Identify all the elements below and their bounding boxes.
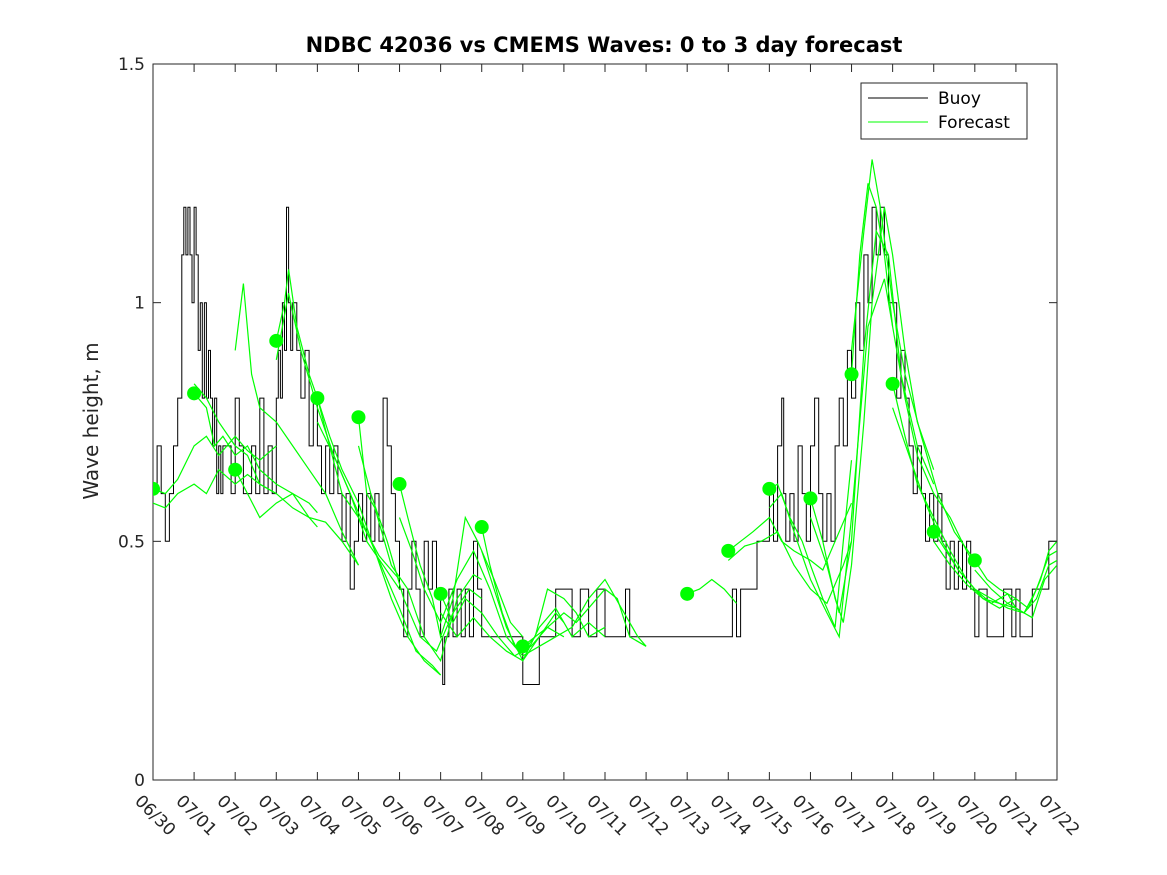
forecast-start-marker [844, 367, 859, 382]
chart-title: NDBC 42036 vs CMEMS Waves: 0 to 3 day fo… [306, 33, 903, 57]
forecast-run-line [316, 421, 442, 676]
forecast-start-marker [392, 477, 407, 492]
forecast-start-marker [721, 543, 736, 558]
forecast-run-line [850, 159, 976, 561]
forecast-run-line [234, 469, 359, 566]
forecast-start-marker [433, 586, 448, 601]
forecast-run-line [850, 183, 976, 566]
forecast-run-line [809, 229, 935, 614]
forecast-run-line [522, 578, 647, 657]
forecast-start-marker [515, 639, 530, 654]
forecast-run-line [193, 393, 318, 514]
y-tick-label: 1 [134, 294, 145, 314]
y-axis-label: Wave height, m [79, 342, 103, 499]
forecast-start-marker [803, 491, 818, 506]
forecast-start-marker [885, 376, 900, 391]
forecast-run-line [440, 611, 565, 662]
forecast-run-line [727, 502, 853, 571]
forecast-run-line [398, 517, 524, 657]
forecast-run-line [686, 578, 737, 604]
forecast-run-line [153, 435, 277, 495]
forecast-start-marker [926, 524, 941, 539]
forecast-start-marker [967, 553, 982, 568]
forecast-run-line [481, 550, 606, 663]
forecast-run-line [933, 540, 1057, 619]
forecast-start-marker [680, 586, 695, 601]
forecast-start-marker [187, 386, 202, 401]
forecast-run-line [193, 383, 318, 528]
forecast-run-line [892, 383, 1017, 609]
forecast-start-marker [228, 462, 243, 477]
forecast-run-line [357, 417, 483, 663]
forecast-start-marker [269, 333, 284, 348]
legend-buoy-label: Buoy [938, 89, 981, 109]
forecast-run-line [398, 483, 524, 640]
y-tick-label: 0 [134, 771, 145, 791]
forecast-start-marker [474, 520, 489, 535]
forecast-run-line [234, 283, 360, 566]
axes-box [152, 63, 1058, 781]
legend-forecast-label: Forecast [938, 113, 1010, 133]
forecast-run-line [974, 559, 1057, 614]
forecast-start-marker [153, 481, 160, 496]
forecast-start-marker [310, 391, 325, 406]
forecast-run-line [522, 588, 647, 647]
series-layer [153, 159, 1057, 685]
legend: Buoy Forecast [860, 82, 1028, 140]
forecast-run-line [153, 468, 277, 509]
forecast-run-line [727, 530, 853, 605]
y-tick-label: 0.5 [118, 532, 145, 552]
forecast-run-line [357, 445, 483, 653]
plot-area: 06/3007/0107/0207/0307/0407/0507/0607/07… [118, 55, 1083, 840]
forecast-start-marker [351, 410, 366, 425]
forecast-run-line [974, 540, 1057, 610]
legend-box [860, 82, 1028, 140]
y-tick-label: 1.5 [118, 55, 145, 75]
forecast-start-marker [762, 481, 777, 496]
forecast-run-line [768, 278, 894, 639]
